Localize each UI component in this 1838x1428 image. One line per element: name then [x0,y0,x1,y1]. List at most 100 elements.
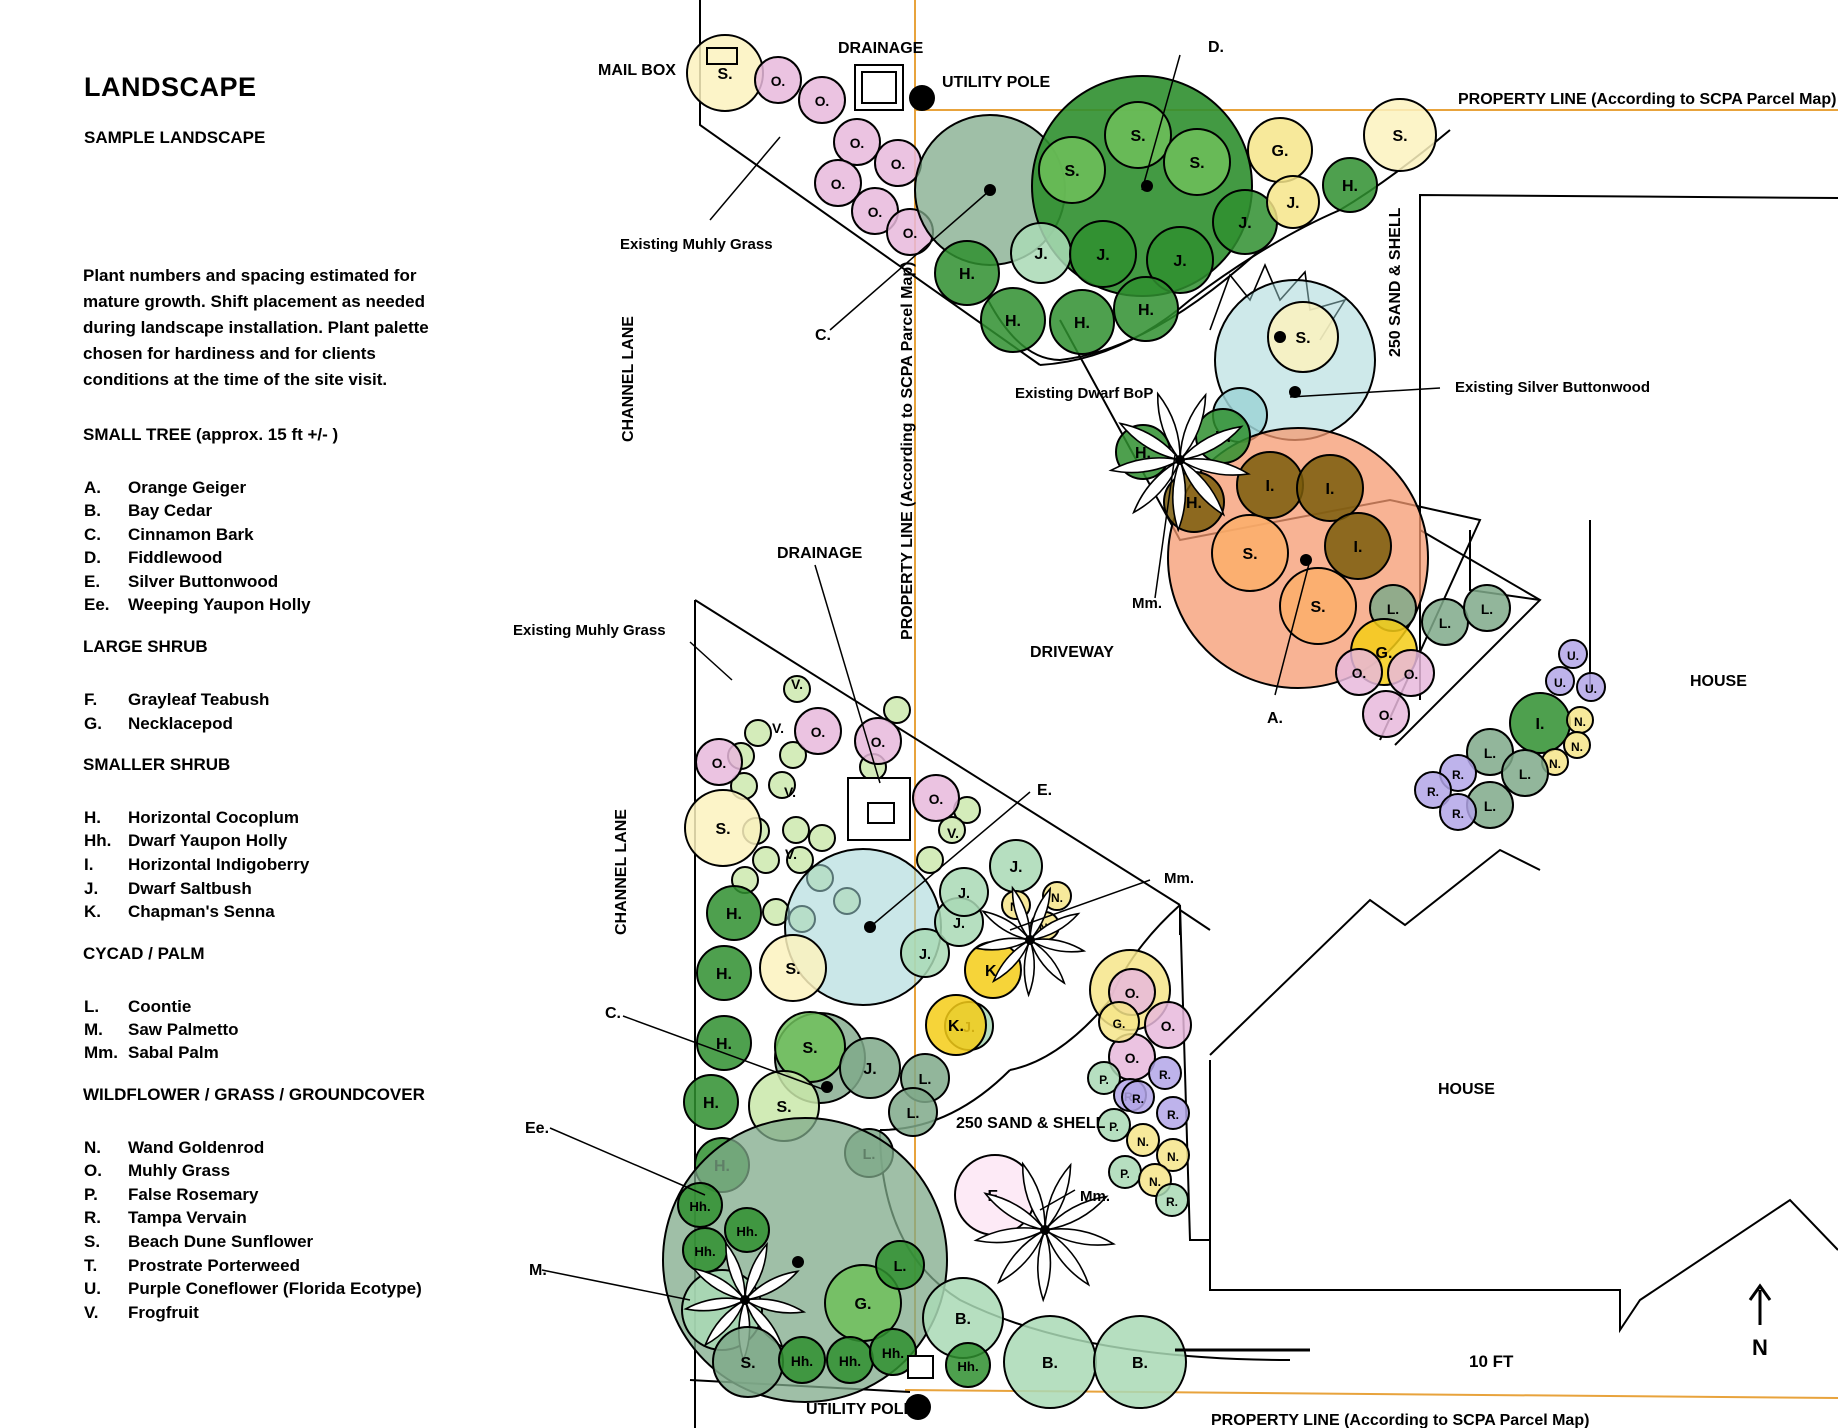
plant-label: O. [903,226,918,241]
plant-label: I. [1326,481,1335,498]
label-driveway: DRIVEWAY [1030,644,1114,661]
plant-o [1335,648,1383,696]
plant-label: L. [1519,767,1531,782]
plant-label: S. [802,1040,817,1057]
label-existing-silver-buttonwood: Existing Silver Buttonwood [1455,379,1650,396]
plant-label: H. [1186,495,1202,512]
legend-item: M. Saw Palmetto [84,1020,239,1040]
legend-section-heading: SMALLER SHRUB [83,755,231,774]
callout-c2: C. [605,1005,621,1022]
dot [1274,331,1286,343]
legend-item-name: Grayleaf Teabush [128,690,270,709]
frogfruit-circle [786,846,814,874]
saw-palmetto-icon [683,1240,807,1363]
plant-u [1576,672,1606,702]
legend-item-name: False Rosemary [128,1185,259,1204]
plant-label: J. [1173,253,1186,270]
legend-item-name: Dwarf Yaupon Holly [128,831,288,850]
legend-item-name: Beach Dune Sunflower [128,1232,314,1251]
plant-hh [869,1328,917,1376]
frogfruit-circle [938,816,966,844]
callout-mm3: Mm. [1080,1188,1110,1205]
plant-label: H. [1074,315,1090,332]
utility-pole-top [909,85,935,111]
legend-item-code: R. [84,1208,101,1227]
plant-j [1266,175,1320,229]
leader-a [1274,559,1311,696]
plant-label: G. [1272,143,1289,160]
legend-item: K. Chapman's Senna [84,902,275,922]
leader-muhly-1 [709,136,781,221]
label-channel-lane-1: CHANNEL LANE [620,316,637,442]
plant-label: S. [1064,163,1079,180]
legend-subtitle: SAMPLE LANDSCAPE [84,128,266,147]
plant-label: Hh. [839,1354,861,1369]
plant-j [939,867,989,917]
plant-label: O. [871,735,886,750]
plant-o [798,76,846,124]
leader-e [869,791,1031,928]
plant-h [1049,289,1115,355]
legend-item-code: V. [84,1303,99,1322]
plant-j [1146,226,1214,294]
callout-c1: C. [815,327,831,344]
sabal-palm-icon-2 [973,885,1087,998]
legend-item-name: Tampa Vervain [128,1208,247,1227]
legend-item: D. Fiddlewood [84,548,222,568]
plant-u [1545,666,1575,696]
plant-hh [677,1182,723,1228]
frogfruit-circle [782,816,810,844]
plant-label: U. [1585,682,1597,696]
tree-c2-center [821,1081,833,1093]
legend-item-code: A. [84,478,101,497]
legend-item-code: O. [84,1161,102,1180]
label-scale: 10 FT [1469,1352,1514,1371]
plant-g [1098,1001,1140,1043]
plant-label: I. [1266,478,1275,495]
plant-label: V. [785,846,797,862]
leader-mm2 [1009,879,1151,931]
plant-o [1387,649,1435,697]
plant-label: N. [1051,891,1063,905]
legend-item-code: B. [84,501,101,520]
plant-s [759,934,827,1002]
plant-h [706,885,762,941]
plant-label: S. [776,1099,791,1116]
plant-label: Hh. [736,1224,757,1239]
legend-item-code: M. [84,1020,103,1039]
plant-r [1121,1080,1155,1114]
plant-label: J. [1009,859,1022,876]
plant-o [851,187,899,235]
frogfruit-circle [808,824,836,852]
plant-label: H. [959,266,975,283]
legend-item-name: Wand Goldenrod [128,1138,265,1157]
legend-item-code: Hh. [84,831,112,850]
legend-item-code: S. [84,1232,101,1251]
legend-item-name: Necklacepod [128,714,233,733]
leader-muhly-2 [689,641,733,681]
plant-label: O. [771,74,786,89]
leader-m [541,1269,691,1301]
plant-o [814,159,862,207]
plant-label: J. [953,916,965,932]
plant-label: N. [1149,1175,1161,1189]
legend-item-name: Coontie [128,997,192,1016]
leader-ee [549,1127,706,1196]
legend-item-name: Prostrate Porterweed [128,1256,300,1275]
legend-item: S. Beach Dune Sunflower [84,1232,313,1252]
plant-label: Hh. [957,1359,978,1374]
plant-o [754,56,802,104]
label-utility-pole-top: UTILITY POLE [942,74,1050,91]
legend-item-code: J. [84,879,99,898]
plant-j [839,1037,901,1099]
plant-label: O. [811,725,826,740]
plant-label: L. [1481,602,1493,617]
plant-label: S. [715,821,730,838]
label-house-2: HOUSE [1438,1081,1495,1098]
plant-label: U. [1567,649,1579,663]
legend-item-name: Chapman's Senna [128,902,275,921]
tree-a-center [1300,554,1312,566]
label-house-1: HOUSE [1690,673,1747,690]
legend-item-name: Cinnamon Bark [128,525,254,544]
